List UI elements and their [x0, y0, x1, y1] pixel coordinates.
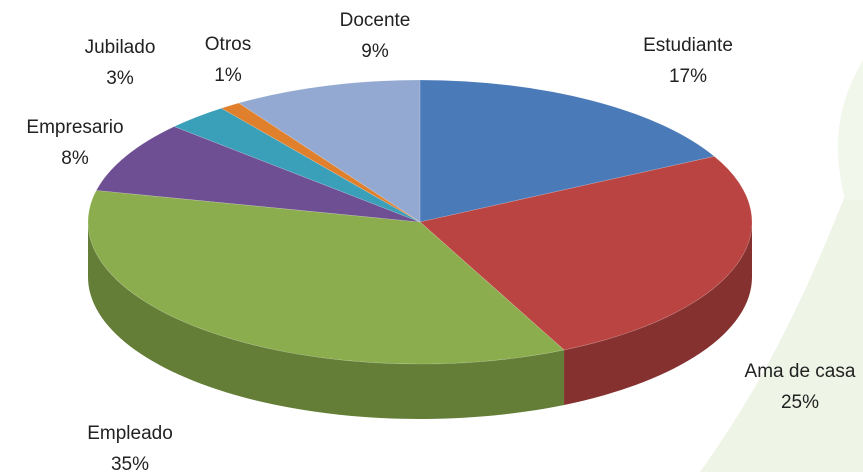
category-label: Ama de casa: [745, 361, 856, 382]
category-label: Docente: [340, 10, 411, 31]
category-label: Empresario: [26, 117, 123, 138]
background-shape: [700, 150, 863, 472]
category-label: Estudiante: [643, 35, 733, 56]
value-label: 3%: [106, 68, 134, 89]
slice: [87, 190, 565, 365]
value-label: 9%: [361, 41, 389, 62]
slice: [419, 79, 716, 223]
value-label: 8%: [61, 148, 89, 169]
slice-side: [564, 222, 752, 405]
slice: [95, 126, 421, 223]
category-label: Jubilado: [85, 37, 156, 58]
value-label: 25%: [781, 392, 819, 413]
slice: [419, 155, 753, 351]
labels: Estudiante 17% Ama de casa 25% Empleado 35% Em…: [26, 10, 855, 472]
background-shape: [837, 60, 863, 200]
slice: [220, 102, 421, 223]
category-label: Otros: [205, 34, 251, 55]
value-label: 17%: [669, 66, 707, 87]
value-label: 1%: [214, 65, 242, 86]
slice-side: [88, 222, 565, 419]
slice: [238, 79, 421, 223]
pie: [87, 79, 753, 419]
value-label: 35%: [111, 454, 149, 472]
category-label: Empleado: [87, 423, 173, 444]
slice: [173, 107, 421, 223]
